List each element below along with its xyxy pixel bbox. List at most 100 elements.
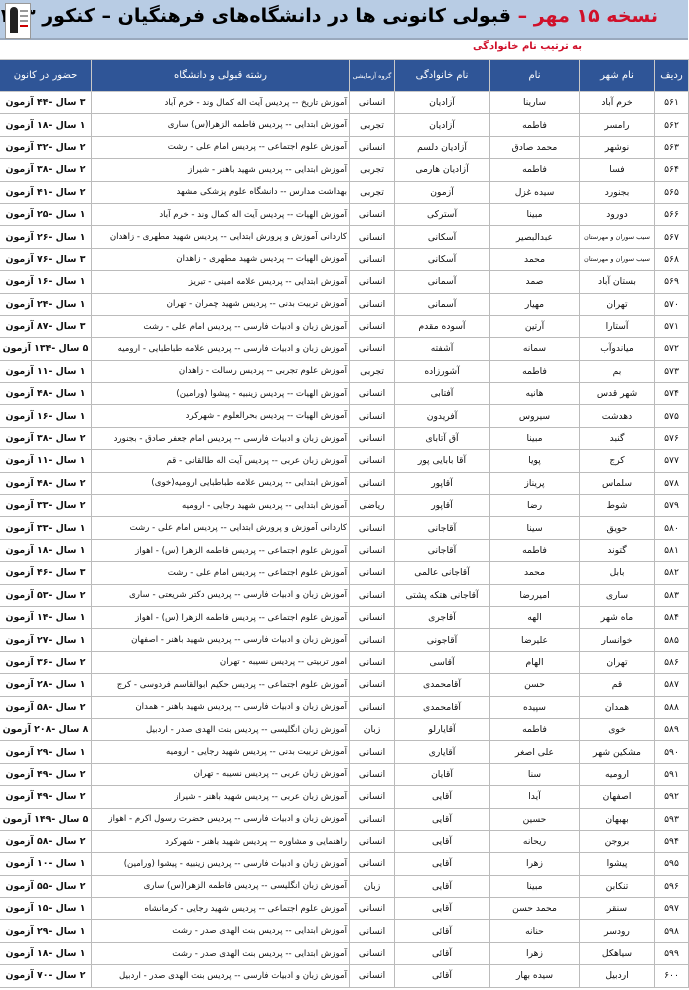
cell-exam-group: انسانی xyxy=(350,337,396,361)
cell-last-name: آزادیان دلسم xyxy=(395,135,491,160)
cell-exam-group: انسانی xyxy=(350,471,396,496)
cell-city: آستارا xyxy=(580,314,656,339)
cell-row-number: ۵۷۰ xyxy=(655,292,689,316)
cell-major-university: آموزش زبان و ادبیات فارسی -- پردیس زینبی… xyxy=(92,852,351,876)
cell-exam-group: انسانی xyxy=(350,225,396,249)
cell-attendance: ۱ سال -۱۰ آزمون xyxy=(0,852,93,876)
cell-city: پیشوا xyxy=(580,852,656,876)
cell-major-university: آموزش زبان عربی -- پردیس شهید باهنر - شی… xyxy=(92,785,351,809)
cell-row-number: ۵۸۵ xyxy=(655,628,689,652)
cell-city: سیاهکل xyxy=(580,941,656,966)
cell-major-university: آموزش زبان عربی -- پردیس آیت اله طالقانی… xyxy=(92,449,351,473)
cell-attendance: ۲ سال -۳۳ آزمون xyxy=(0,494,93,518)
cell-city: بابل xyxy=(580,561,656,585)
cell-city: ارومیه xyxy=(580,762,656,787)
cell-exam-group: انسانی xyxy=(350,785,396,809)
cell-exam-group: انسانی xyxy=(350,964,396,988)
cell-city: قم xyxy=(580,673,656,697)
cell-last-name: آسکانی xyxy=(395,247,491,272)
cell-exam-group: انسانی xyxy=(350,292,396,316)
cell-last-name: آقامحمدی xyxy=(395,673,491,697)
cell-last-name: آفتابی xyxy=(395,382,491,406)
cell-row-number: ۵۸۳ xyxy=(655,583,689,607)
cell-major-university: آموزش ابتدایی -- پردیس علامه امینی - تبر… xyxy=(92,270,351,294)
cell-row-number: ۵۹۷ xyxy=(655,897,689,921)
cell-row-number: ۶۰۰ xyxy=(655,964,689,988)
cell-exam-group: انسانی xyxy=(350,583,396,607)
cell-attendance: ۱ سال -۲۷ آزمون xyxy=(0,628,93,652)
cell-major-university: آموزش ابتدایی -- پردیس بنت الهدی صدر - ر… xyxy=(92,919,351,943)
cell-attendance: ۳ سال -۸۷ آزمون xyxy=(0,314,93,339)
cell-attendance: ۱ سال -۲۴ آزمون xyxy=(0,292,93,316)
cell-exam-group: انسانی xyxy=(350,90,396,115)
cell-row-number: ۵۷۴ xyxy=(655,382,689,406)
cell-major-university: آموزش ابتدایی -- پردیس شهید رجایی - اروم… xyxy=(92,494,351,518)
table-row: ۵۹۵ پیشوا زهرا آقایی انسانی آموزش زبان و ادبی… xyxy=(0,852,689,876)
cell-exam-group: انسانی xyxy=(350,426,396,451)
cell-exam-group: انسانی xyxy=(350,202,396,227)
cell-exam-group: انسانی xyxy=(350,605,396,630)
cell-exam-group: زبان xyxy=(350,717,396,742)
cell-major-university: آموزش ابتدایی -- پردیس فاطمه الزهرا(س) س… xyxy=(92,113,351,137)
cell-major-university: آموزش زبان و ادبیات فارسی -- پردیس حضرت … xyxy=(92,807,351,831)
cell-row-number: ۵۶۷ xyxy=(655,225,689,249)
cell-last-name: آقاجانی xyxy=(395,538,491,563)
cell-major-university: آموزش علوم اجتماعی -- پردیس امام علی - ر… xyxy=(92,135,351,160)
cell-last-name: آقایان xyxy=(395,762,491,787)
cell-city: میاندوآب xyxy=(580,337,656,361)
cell-exam-group: انسانی xyxy=(350,247,396,272)
cell-city: نوشهر xyxy=(580,135,656,160)
cell-first-name: سپیده xyxy=(490,695,581,719)
cell-last-name: آقایی xyxy=(395,807,491,831)
cell-major-university: آموزش علوم اجتماعی -- پردیس فاطمه الزهرا… xyxy=(92,538,351,563)
cell-attendance: ۸ سال -۲۰۸ آزمون xyxy=(0,717,93,742)
cell-attendance: ۲ سال -۵۸ آزمون xyxy=(0,695,93,719)
cell-city: گتوند xyxy=(580,538,656,563)
cell-first-name: محمد xyxy=(490,247,581,272)
cell-exam-group: تجربی xyxy=(350,359,396,384)
cell-row-number: ۵۷۸ xyxy=(655,471,689,496)
cell-first-name: مبینا xyxy=(490,874,581,899)
cell-row-number: ۵۸۷ xyxy=(655,673,689,697)
table-row: ۵۶۸ سیب سوران و مهرستان محمد آسکانی انسانی آم… xyxy=(0,247,689,272)
cell-city: تهران xyxy=(580,650,656,675)
cell-first-name: محمد xyxy=(490,561,581,585)
cell-attendance: ۲ سال -۳۸ آزمون xyxy=(0,158,93,182)
cell-exam-group: انسانی xyxy=(350,762,396,787)
cell-major-university: آموزش زبان عربی -- پردیس نسیبه - تهران xyxy=(92,762,351,787)
cell-row-number: ۵۶۹ xyxy=(655,270,689,294)
cell-city: سیب سوران و مهرستان xyxy=(580,247,656,272)
cell-exam-group: انسانی xyxy=(350,561,396,585)
cell-major-university: آموزش علوم اجتماعی -- پردیس امام علی - ر… xyxy=(92,561,351,585)
cell-first-name: سیده بهار xyxy=(490,964,581,988)
cell-major-university: آموزش تربیت بدنی -- پردیس شهید رجایی - ا… xyxy=(92,740,351,764)
cell-last-name: آقاپور xyxy=(395,494,491,518)
cell-row-number: ۵۷۶ xyxy=(655,426,689,451)
cell-major-university: آموزش تربیت بدنی -- پردیس شهید چمران - ت… xyxy=(92,292,351,316)
cell-row-number: ۵۸۲ xyxy=(655,561,689,585)
cell-city: همدان xyxy=(580,695,656,719)
cell-last-name: آقائی xyxy=(395,964,491,988)
cell-last-name: آقاجانی عالمی xyxy=(395,561,491,585)
cell-city: گنبد xyxy=(580,426,656,451)
cell-row-number: ۵۶۲ xyxy=(655,113,689,137)
cell-attendance: ۳ سال -۴۶ آزمون xyxy=(0,561,93,585)
sort-order-note: به ترتیب نام خانوادگی xyxy=(474,41,583,52)
cell-row-number: ۵۶۳ xyxy=(655,135,689,160)
cell-exam-group: انسانی xyxy=(350,673,396,697)
cell-row-number: ۵۹۰ xyxy=(655,740,689,764)
cell-first-name: فاطمه xyxy=(490,113,581,137)
table-row: ۵۸۳ ساری امیررضا آقاجانی هتکه پشتی انسانی آمو… xyxy=(0,583,689,607)
cell-major-university: آموزش الهیات -- پردیس آیت اله کمال وند -… xyxy=(92,202,351,227)
cell-last-name: آسمانی xyxy=(395,292,491,316)
cell-first-name: زهرا xyxy=(490,941,581,966)
cell-exam-group: انسانی xyxy=(350,538,396,563)
cell-major-university: آموزش الهیات -- پردیس شهید مطهری - زاهدا… xyxy=(92,247,351,272)
cell-first-name: سنا xyxy=(490,762,581,787)
cell-last-name: آقایارلو xyxy=(395,717,491,742)
cell-attendance: ۳ سال -۴۴ آزمون xyxy=(0,90,93,115)
cell-first-name: فاطمه xyxy=(490,359,581,384)
cell-city: رودسر xyxy=(580,919,656,943)
cell-row-number: ۵۶۵ xyxy=(655,180,689,204)
cell-exam-group: انسانی xyxy=(350,135,396,160)
